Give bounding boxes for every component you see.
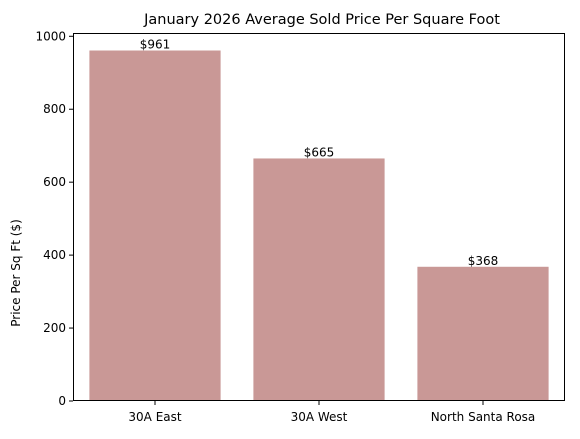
data-label: $665 — [304, 145, 335, 159]
x-tick-label: 30A East — [128, 410, 181, 424]
bars-layer — [89, 50, 549, 402]
y-tick-label: 200 — [43, 321, 66, 335]
y-axis-label: Price Per Sq Ft ($) — [9, 219, 23, 327]
bar — [417, 266, 549, 401]
y-axis: 0 200 400 600 800 1000 — [35, 29, 73, 408]
chart-title: January 2026 Average Sold Price Per Squa… — [143, 12, 500, 28]
data-labels-layer: $961 $665 $368 — [140, 38, 499, 268]
x-tick-label: North Santa Rosa — [431, 410, 536, 424]
y-tick-label: 1000 — [35, 29, 66, 43]
x-axis: 30A East 30A West North Santa Rosa — [128, 401, 535, 424]
y-tick-label: 0 — [58, 394, 66, 408]
y-tick-label: 600 — [43, 175, 66, 189]
data-label: $368 — [468, 254, 499, 268]
x-tick-label: 30A West — [291, 410, 348, 424]
data-label: $961 — [140, 38, 171, 52]
bar — [253, 158, 385, 401]
y-tick-label: 800 — [43, 102, 66, 116]
y-tick-label: 400 — [43, 248, 66, 262]
bar — [89, 50, 221, 402]
plot-frame — [73, 33, 565, 401]
